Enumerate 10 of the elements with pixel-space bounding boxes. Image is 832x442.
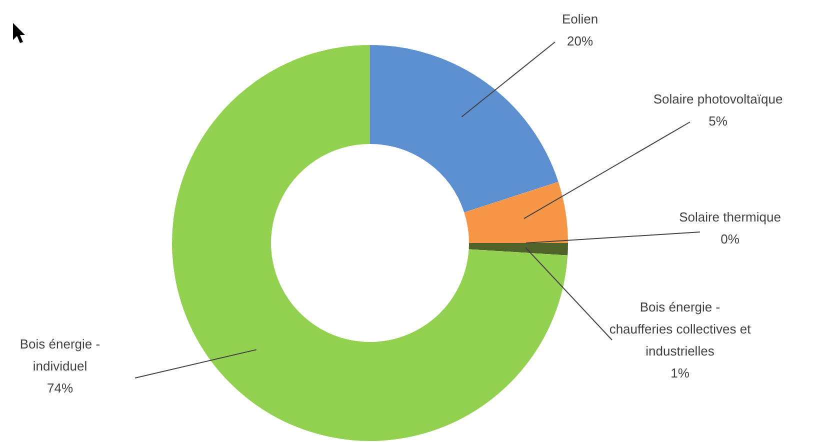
data-label: 1% (670, 366, 690, 381)
slice-label: Bois énergie - chaufferies collectives et industrielles (609, 300, 752, 359)
data-label: 5% (708, 114, 728, 129)
slice-label: Eolien (562, 12, 598, 27)
slice-label: Solaire photovoltaïque (653, 92, 783, 107)
text: 0% (720, 232, 740, 247)
data-label: 20% (566, 34, 594, 49)
slice-label: Bois énergie - individuel (20, 336, 100, 374)
category-label: Solaire thermique (679, 210, 781, 225)
data-label: 74% (46, 380, 74, 396)
